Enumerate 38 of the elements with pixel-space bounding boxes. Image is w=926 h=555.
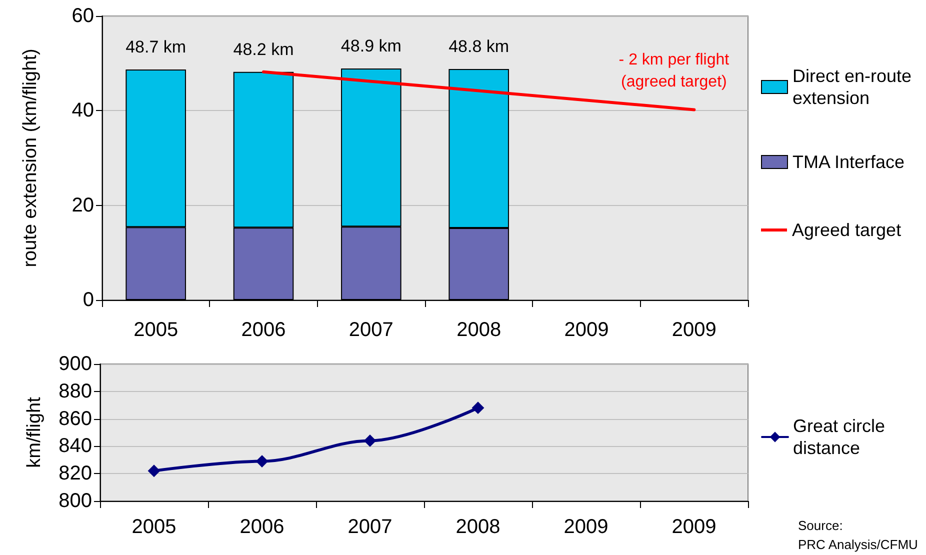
y-tick-label: 880 bbox=[58, 380, 92, 402]
y-axis-title: km/flight bbox=[24, 396, 45, 468]
point bbox=[256, 455, 268, 468]
x-tick-label: 2009 bbox=[672, 516, 716, 538]
source-note: Source: PRC Analysis/CFMU bbox=[798, 518, 918, 552]
y-tick-label: 820 bbox=[58, 462, 92, 485]
x-tick-label: 2008 bbox=[456, 319, 502, 341]
legend-label: Agreed target bbox=[792, 220, 902, 240]
x-tick-label: 2006 bbox=[240, 516, 284, 538]
x-tick-label: 2008 bbox=[456, 516, 500, 538]
y-tick-label: 840 bbox=[58, 435, 92, 458]
point bbox=[472, 402, 484, 414]
y-tick-label: 800 bbox=[58, 490, 92, 512]
x-tick-label: 2006 bbox=[241, 319, 286, 341]
y-tick-label: 900 bbox=[58, 353, 92, 375]
x-tick-label: 2005 bbox=[132, 516, 176, 538]
total-label: 48.7 km bbox=[126, 37, 186, 56]
y-axis-title: route extension (km/flight) bbox=[20, 48, 41, 268]
x-tick-label: 2009 bbox=[564, 516, 608, 538]
annotation: - 2 km per flight (agreed target) bbox=[618, 52, 730, 90]
legend-label: Direct en-route extension bbox=[792, 66, 917, 108]
y-tick-label: 60 bbox=[72, 5, 94, 27]
x-tick-label: 2005 bbox=[134, 319, 178, 341]
y-tick-label: 860 bbox=[58, 408, 92, 430]
x-tick-label: 2007 bbox=[348, 516, 392, 538]
point bbox=[364, 434, 376, 447]
y-tick-label: 40 bbox=[72, 100, 94, 122]
total-label: 48.9 km bbox=[340, 36, 402, 56]
legend-label: TMA Interface bbox=[792, 152, 905, 172]
x-tick-label: 2007 bbox=[348, 319, 394, 341]
x-tick-label: 2009 bbox=[564, 319, 609, 341]
legend-label: Great circle distance bbox=[793, 416, 890, 458]
total-label: 48.8 km bbox=[448, 37, 510, 56]
x-tick-label: 2009 bbox=[672, 319, 716, 341]
y-tick-label: 20 bbox=[72, 194, 94, 216]
point bbox=[148, 464, 160, 477]
y-tick-label: 0 bbox=[82, 289, 94, 311]
total-label: 48.2 km bbox=[233, 40, 294, 59]
